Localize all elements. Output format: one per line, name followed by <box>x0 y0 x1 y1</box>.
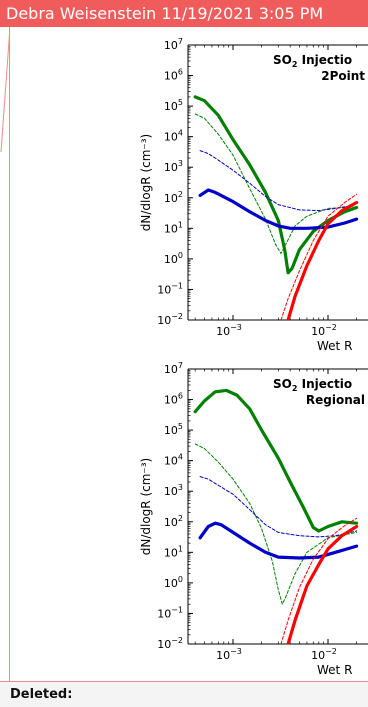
y-axis-label: dN/dlogR (cm⁻³) <box>139 458 153 556</box>
x-tick-label: 10−3 <box>216 647 242 662</box>
x-axis-label: Wet R <box>317 339 352 352</box>
series-red-thick <box>286 524 359 644</box>
y-tick-label: 106 <box>164 392 183 407</box>
comment-author-date: Debra Weisenstein 11/19/2021 3:05 PM <box>6 4 324 23</box>
series-green-thick <box>193 95 359 275</box>
x-tick-label: 10−2 <box>311 323 337 338</box>
chart-title-line2: 2Point <box>321 69 365 83</box>
y-tick-label: 105 <box>164 422 183 437</box>
series-blue-thin-dashed <box>199 476 358 538</box>
chart-title-line1: SO2 Injectio <box>273 53 352 69</box>
x-tick-label: 10−3 <box>216 323 242 338</box>
y-tick-label: 10−2 <box>157 312 183 327</box>
series-blue-thin-dashed <box>199 150 358 212</box>
series-blue-thick <box>198 188 359 230</box>
series-green-thin-dashed <box>194 443 358 605</box>
y-tick-label: 101 <box>164 544 183 559</box>
y-tick-label: 102 <box>164 190 183 205</box>
y-tick-label: 10−2 <box>157 636 183 651</box>
y-tick-label: 104 <box>164 129 183 144</box>
x-tick-label: 10−2 <box>311 647 337 662</box>
y-tick-label: 101 <box>164 220 183 235</box>
y-tick-label: 100 <box>164 251 183 266</box>
y-tick-label: 103 <box>164 483 183 498</box>
comment-connector-line <box>0 27 11 153</box>
chart-title-line2: Regional <box>306 393 365 407</box>
series-green-thick <box>193 388 359 533</box>
y-axis-label: dN/dlogR (cm⁻³) <box>139 134 153 232</box>
y-tick-label: 10−1 <box>157 605 183 620</box>
series-red-thick <box>286 200 359 320</box>
chart-2point: 107 106 105 104 103 102 101 100 10−1 10−2 10−3 10−2… <box>139 37 368 352</box>
y-tick-label: 107 <box>164 37 183 52</box>
comment-footer: Deleted: <box>0 681 368 707</box>
y-tick-label: 105 <box>164 98 183 113</box>
y-tick-label: 107 <box>164 361 183 376</box>
y-tick-label: 10−1 <box>157 281 183 296</box>
y-tick-label: 103 <box>164 159 183 174</box>
chart-title-line1: SO2 Injectio <box>273 377 352 393</box>
series-green-thin-dashed <box>194 113 358 254</box>
y-tick-label: 104 <box>164 453 183 468</box>
comment-header: Debra Weisenstein 11/19/2021 3:05 PM <box>0 0 368 27</box>
y-tick-label: 100 <box>164 575 183 590</box>
deleted-label: Deleted: <box>10 687 73 702</box>
series-red-thin-dashed <box>280 193 358 320</box>
series-blue-thick <box>198 521 359 560</box>
y-tick-label: 106 <box>164 68 183 83</box>
series-red-thin-dashed <box>280 517 358 644</box>
chart-regional: 107 106 105 104 103 102 101 100 10−1 10−2 10−3 10−2… <box>139 361 368 676</box>
y-tick-label: 102 <box>164 514 183 529</box>
x-axis-label: Wet R <box>317 663 352 676</box>
